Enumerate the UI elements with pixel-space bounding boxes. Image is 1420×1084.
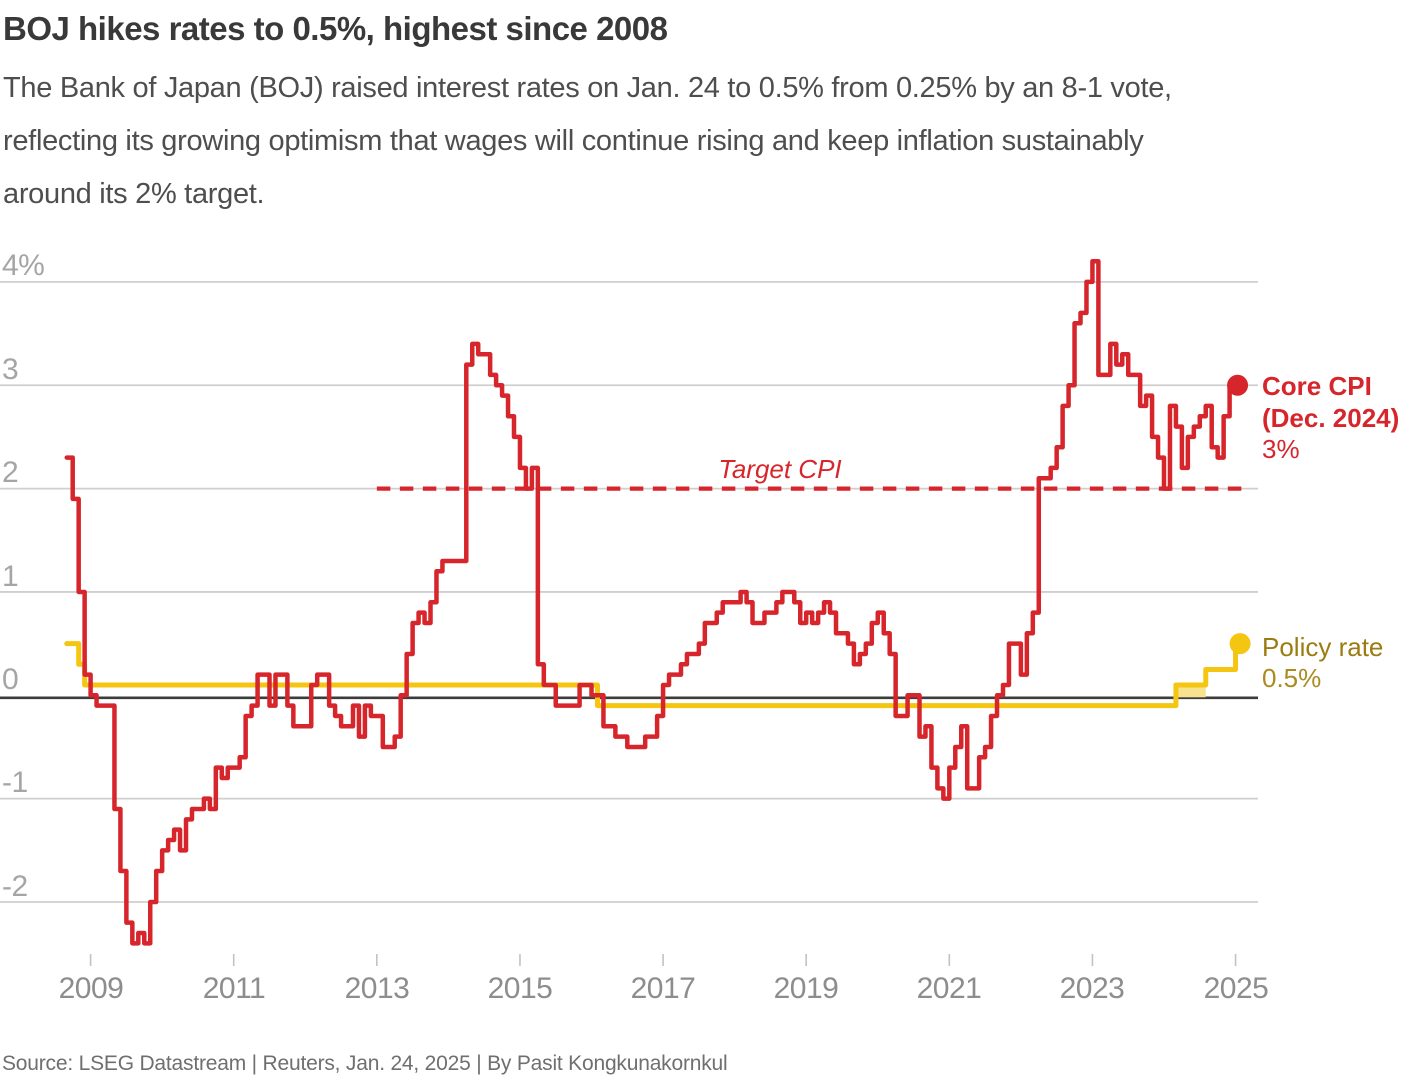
core-cpi-end-dot [1227,374,1249,396]
x-axis-label: 2021 [916,972,982,1005]
core-cpi-value: 3% [1262,434,1300,464]
y-axis-label: -2 [2,870,28,903]
x-axis-label: 2009 [58,972,124,1005]
policy-rate-band [1175,685,1206,698]
x-axis-label: 2023 [1059,972,1125,1005]
y-axis-label: 3 [2,353,19,386]
y-axis-label: 4% [2,249,45,282]
x-axis-label: 2017 [630,972,696,1005]
x-axis-label: 2019 [773,972,839,1005]
subtitle-line-1: The Bank of Japan (BOJ) raised interest … [3,72,1172,104]
y-axis-label: 0 [2,663,19,696]
core-cpi-label-name: Core CPI [1262,371,1372,401]
target-cpi-label: Target CPI [718,454,842,484]
x-axis-label: 2025 [1203,972,1269,1005]
policy-rate-label: Policy rate [1262,632,1384,662]
x-axis-label: 2015 [487,972,553,1005]
core-cpi-label-date: (Dec. 2024) [1262,403,1400,433]
x-axis-label: 2011 [202,972,266,1005]
policy-rate-end-dot [1229,633,1251,655]
core-cpi-line [64,258,1238,946]
y-axis-label: 1 [2,560,19,593]
subtitle-line-2: reflecting its growing optimism that wag… [3,125,1144,157]
x-axis-label: 2013 [344,972,410,1005]
subtitle-line-3: around its 2% target. [3,178,265,210]
y-axis-label: -1 [2,766,28,799]
policy-rate-line [64,641,1243,709]
y-axis-label: 2 [2,456,19,489]
core-cpi-label: Core CPI (Dec. 2024) [1262,370,1399,434]
source-credit: Source: LSEG Datastream | Reuters, Jan. … [2,1052,728,1075]
policy-rate-value: 0.5% [1262,663,1322,693]
page-title: BOJ hikes rates to 0.5%, highest since 2… [3,10,668,47]
